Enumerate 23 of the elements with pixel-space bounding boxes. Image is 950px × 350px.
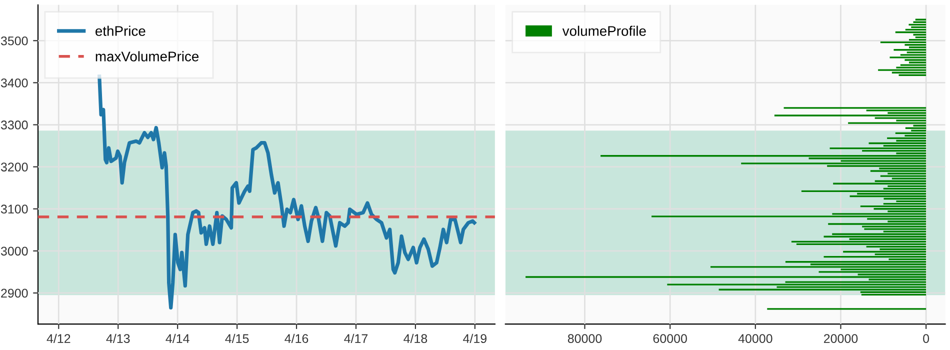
y-tick-label: 3200 [0,162,28,172]
x-tick-label: 80000 [568,334,602,344]
y-tick-label: 3300 [0,120,28,130]
x-tick-label: 4/16 [284,334,308,344]
legend-label: maxVolumePrice [96,51,199,62]
x-tick-label: 40000 [738,334,772,344]
x-tick-label: 4/17 [344,334,368,344]
y-tick-label: 2900 [1,288,28,298]
x-tick-label: 4/13 [106,334,130,344]
legend-label: ethPrice [96,26,146,36]
x-tick-label: 4/14 [166,334,190,344]
x-tick-label: 20000 [824,334,858,344]
x-tick-label: 4/15 [225,334,249,344]
y-tick-label: 3400 [0,78,28,88]
x-tick-label: 4/18 [404,334,428,344]
x-tick-label: 4/19 [463,334,486,344]
x-tick-label: 60000 [653,334,687,344]
y-tick-label: 3100 [0,204,28,214]
y-tick-label: 3500 [0,36,28,46]
legend-label: volumeProfile [562,26,646,36]
x-tick-label: 0 [923,334,930,344]
x-tick-label: 4/12 [46,334,70,344]
y-tick-label: 3000 [0,246,28,256]
